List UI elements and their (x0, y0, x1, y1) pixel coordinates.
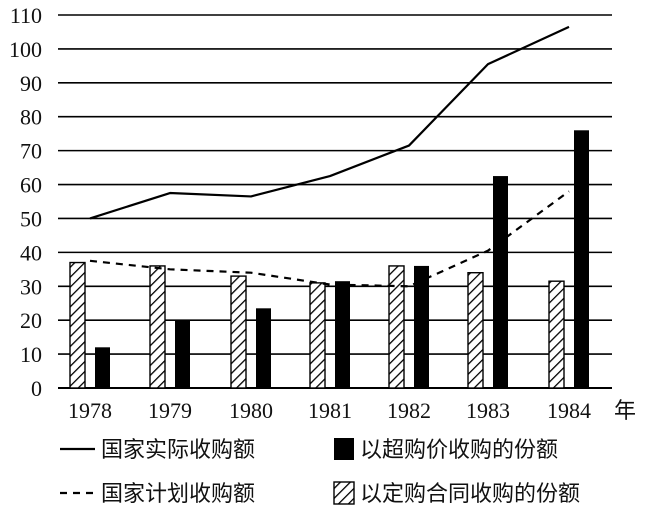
y-tick-label: 10 (20, 342, 42, 367)
bar-contract-1980 (230, 275, 247, 389)
y-tick-label: 20 (20, 308, 42, 333)
x-axis-unit-label: 年 (614, 398, 636, 423)
y-tick-label: 80 (20, 105, 42, 130)
x-tick-label: 1978 (68, 398, 112, 423)
x-tick-label: 1980 (229, 398, 273, 423)
bar-contract-1983 (467, 272, 484, 389)
y-tick-label: 60 (20, 173, 42, 198)
bar-overquota-1984 (574, 130, 589, 389)
y-tick-label: 100 (9, 37, 42, 62)
y-tick-label: 70 (20, 139, 42, 164)
x-tick-label: 1984 (547, 398, 591, 423)
legend-swatch-overquota (334, 438, 354, 460)
y-tick-label: 40 (20, 240, 42, 265)
line-actual-purchase (89, 25, 570, 220)
x-axis-tick-labels: 1978 1979 1980 1981 1982 1983 1984 (68, 398, 591, 423)
legend-label-actual: 国家实际收购额 (101, 438, 255, 463)
y-axis-tick-labels: 0 10 20 30 40 50 60 70 80 90 100 110 (9, 3, 42, 401)
x-tick-label: 1979 (148, 398, 192, 423)
x-tick-label: 1982 (387, 398, 431, 423)
legend-label-overquota: 以超购价收购的份额 (360, 438, 558, 463)
x-tick-label: 1983 (466, 398, 510, 423)
y-tick-label: 30 (20, 274, 42, 299)
bar-contract-1979 (149, 265, 166, 389)
bar-contract-1981 (309, 282, 326, 389)
bar-overquota-1980 (256, 308, 271, 388)
y-tick-label: 90 (20, 71, 42, 96)
bar-overquota-1982 (414, 265, 429, 388)
bars (69, 130, 589, 389)
bar-overquota-1979 (175, 320, 190, 388)
line-planned-purchase (89, 190, 570, 288)
lines (89, 25, 570, 288)
legend-label-contract: 以定购合同收购的份额 (360, 482, 580, 507)
y-tick-label: 110 (10, 3, 42, 28)
bar-overquota-1983 (493, 176, 508, 388)
y-tick-label: 0 (31, 376, 42, 401)
legend-swatch-contract (333, 481, 355, 505)
x-tick-label: 1981 (308, 398, 352, 423)
bar-overquota-1978 (95, 347, 110, 388)
y-tick-label: 50 (20, 206, 42, 231)
bar-contract-1982 (388, 265, 405, 389)
bar-overquota-1981 (335, 281, 350, 388)
legend-label-planned: 国家计划收购额 (101, 482, 255, 507)
bar-contract-1984 (548, 280, 565, 389)
bar-contract-1978 (69, 261, 86, 389)
